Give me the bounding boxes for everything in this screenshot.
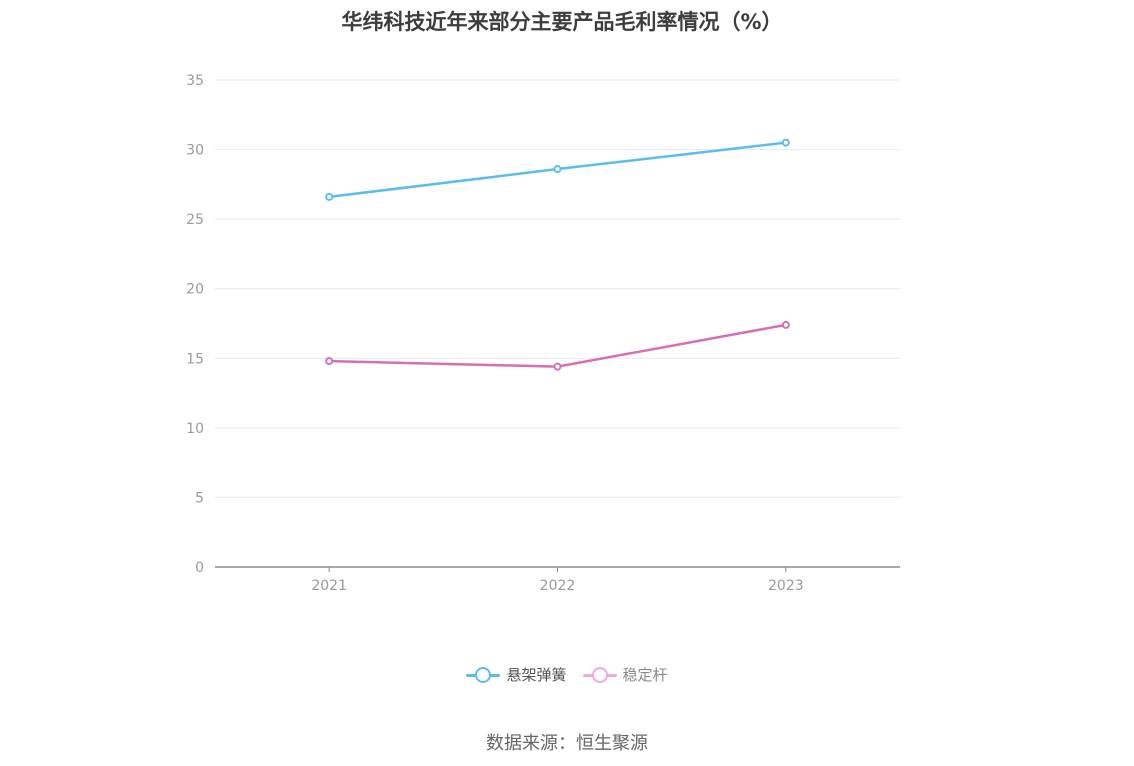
y-tick-label: 30 bbox=[186, 143, 204, 159]
data-point bbox=[325, 357, 334, 366]
data-point bbox=[325, 192, 334, 201]
series-layer bbox=[325, 138, 790, 371]
y-tick-label: 5 bbox=[195, 490, 204, 506]
legend-swatch-icon bbox=[582, 666, 617, 684]
chart-title: 华纬科技近年来部分主要产品毛利率情况（%） bbox=[341, 10, 783, 34]
legend-label: 悬架弹簧 bbox=[506, 666, 567, 684]
x-tick-label: 2022 bbox=[540, 578, 576, 594]
y-tick-label: 10 bbox=[186, 421, 204, 437]
x-tick-label: 2023 bbox=[768, 578, 804, 594]
legend: 悬架弹簧 稳定杆 bbox=[0, 664, 1134, 685]
y-tick-label: 20 bbox=[186, 282, 204, 298]
y-tick-label: 35 bbox=[186, 73, 204, 89]
y-tick-label: 0 bbox=[195, 560, 204, 576]
legend-label: 稳定杆 bbox=[622, 666, 668, 684]
y-tick-label: 25 bbox=[186, 212, 204, 228]
y-tick-label: 15 bbox=[186, 351, 204, 367]
source-note: 数据来源：恒生聚源 bbox=[486, 733, 648, 754]
data-point bbox=[781, 138, 790, 147]
legend-item-1[interactable]: 悬架弹簧 bbox=[466, 664, 567, 685]
data-point bbox=[553, 165, 562, 174]
legend-swatch-icon bbox=[466, 666, 501, 684]
legend-item-2[interactable]: 稳定杆 bbox=[582, 664, 668, 685]
x-tick-label: 2021 bbox=[311, 578, 347, 594]
series-line-2 bbox=[327, 323, 788, 368]
data-point bbox=[553, 362, 562, 371]
axes: 0 5 10 15 20 25 30 35 2021 2022 2023 bbox=[186, 73, 900, 594]
data-point bbox=[781, 320, 790, 329]
grid-lines bbox=[215, 79, 900, 498]
